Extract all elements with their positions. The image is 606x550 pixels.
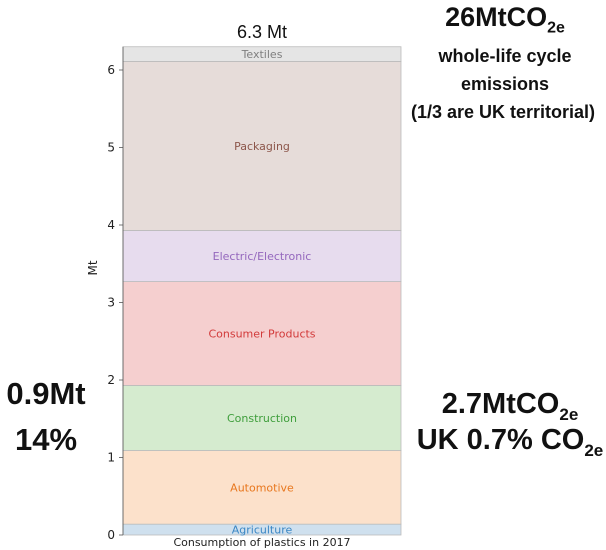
- right-uk-value: UK 0.7% CO: [416, 424, 585, 456]
- bar-segment-construction: [122, 385, 402, 451]
- segment-label: Construction: [227, 412, 297, 425]
- bar-segment-consumer-products: [122, 281, 402, 386]
- lifecycle-line-3: (1/3 are UK territorial): [410, 102, 596, 122]
- lifecycle-line-2: emissions: [460, 74, 550, 94]
- segment-label: Packaging: [234, 140, 290, 153]
- right-emissions-subscript: 2e: [559, 404, 579, 424]
- chart-title: 6.3 Mt: [237, 22, 287, 42]
- right-uk-share: UK 0.7% CO2e: [415, 424, 605, 461]
- left-percent: 14%: [14, 422, 78, 457]
- y-tick-label: 5: [107, 141, 115, 155]
- total-emissions-value: 26MtCO: [445, 2, 548, 32]
- bar-stack: Agriculture Automotive Construction Consume…: [122, 46, 402, 537]
- total-emissions: 26MtCO2e: [420, 2, 590, 37]
- right-emissions-value: 2.7MtCO: [441, 388, 560, 420]
- y-axis: 0 1 2 3 4 5 6: [107, 46, 124, 542]
- y-tick-label: 1: [107, 451, 115, 465]
- segment-label: Electric/Electronic: [213, 250, 312, 263]
- y-tick-label: 6: [107, 63, 115, 77]
- segment-label: Agriculture: [232, 524, 293, 537]
- y-tick-label: 4: [107, 218, 115, 232]
- total-emissions-subscript: 2e: [547, 19, 565, 37]
- bar-segment-automotive: [122, 450, 402, 525]
- y-axis-label: Mt: [86, 260, 100, 275]
- segment-label: Automotive: [230, 481, 294, 494]
- y-tick-label: 3: [107, 296, 115, 310]
- left-value: 0.9Mt: [6, 376, 86, 411]
- lifecycle-line-1: whole-life cycle: [438, 46, 572, 66]
- segment-label: Textiles: [241, 48, 283, 61]
- y-tick-label: 0: [107, 528, 115, 542]
- bar-segment-electric-electronic: [122, 230, 402, 282]
- right-uk-subscript: 2e: [584, 440, 604, 460]
- bar-segment-packaging: [122, 61, 402, 231]
- right-emissions: 2.7MtCO2e: [425, 388, 595, 425]
- x-axis-label: Consumption of plastics in 2017: [173, 536, 350, 549]
- segment-label: Consumer Products: [208, 328, 315, 341]
- y-tick-label: 2: [107, 373, 115, 387]
